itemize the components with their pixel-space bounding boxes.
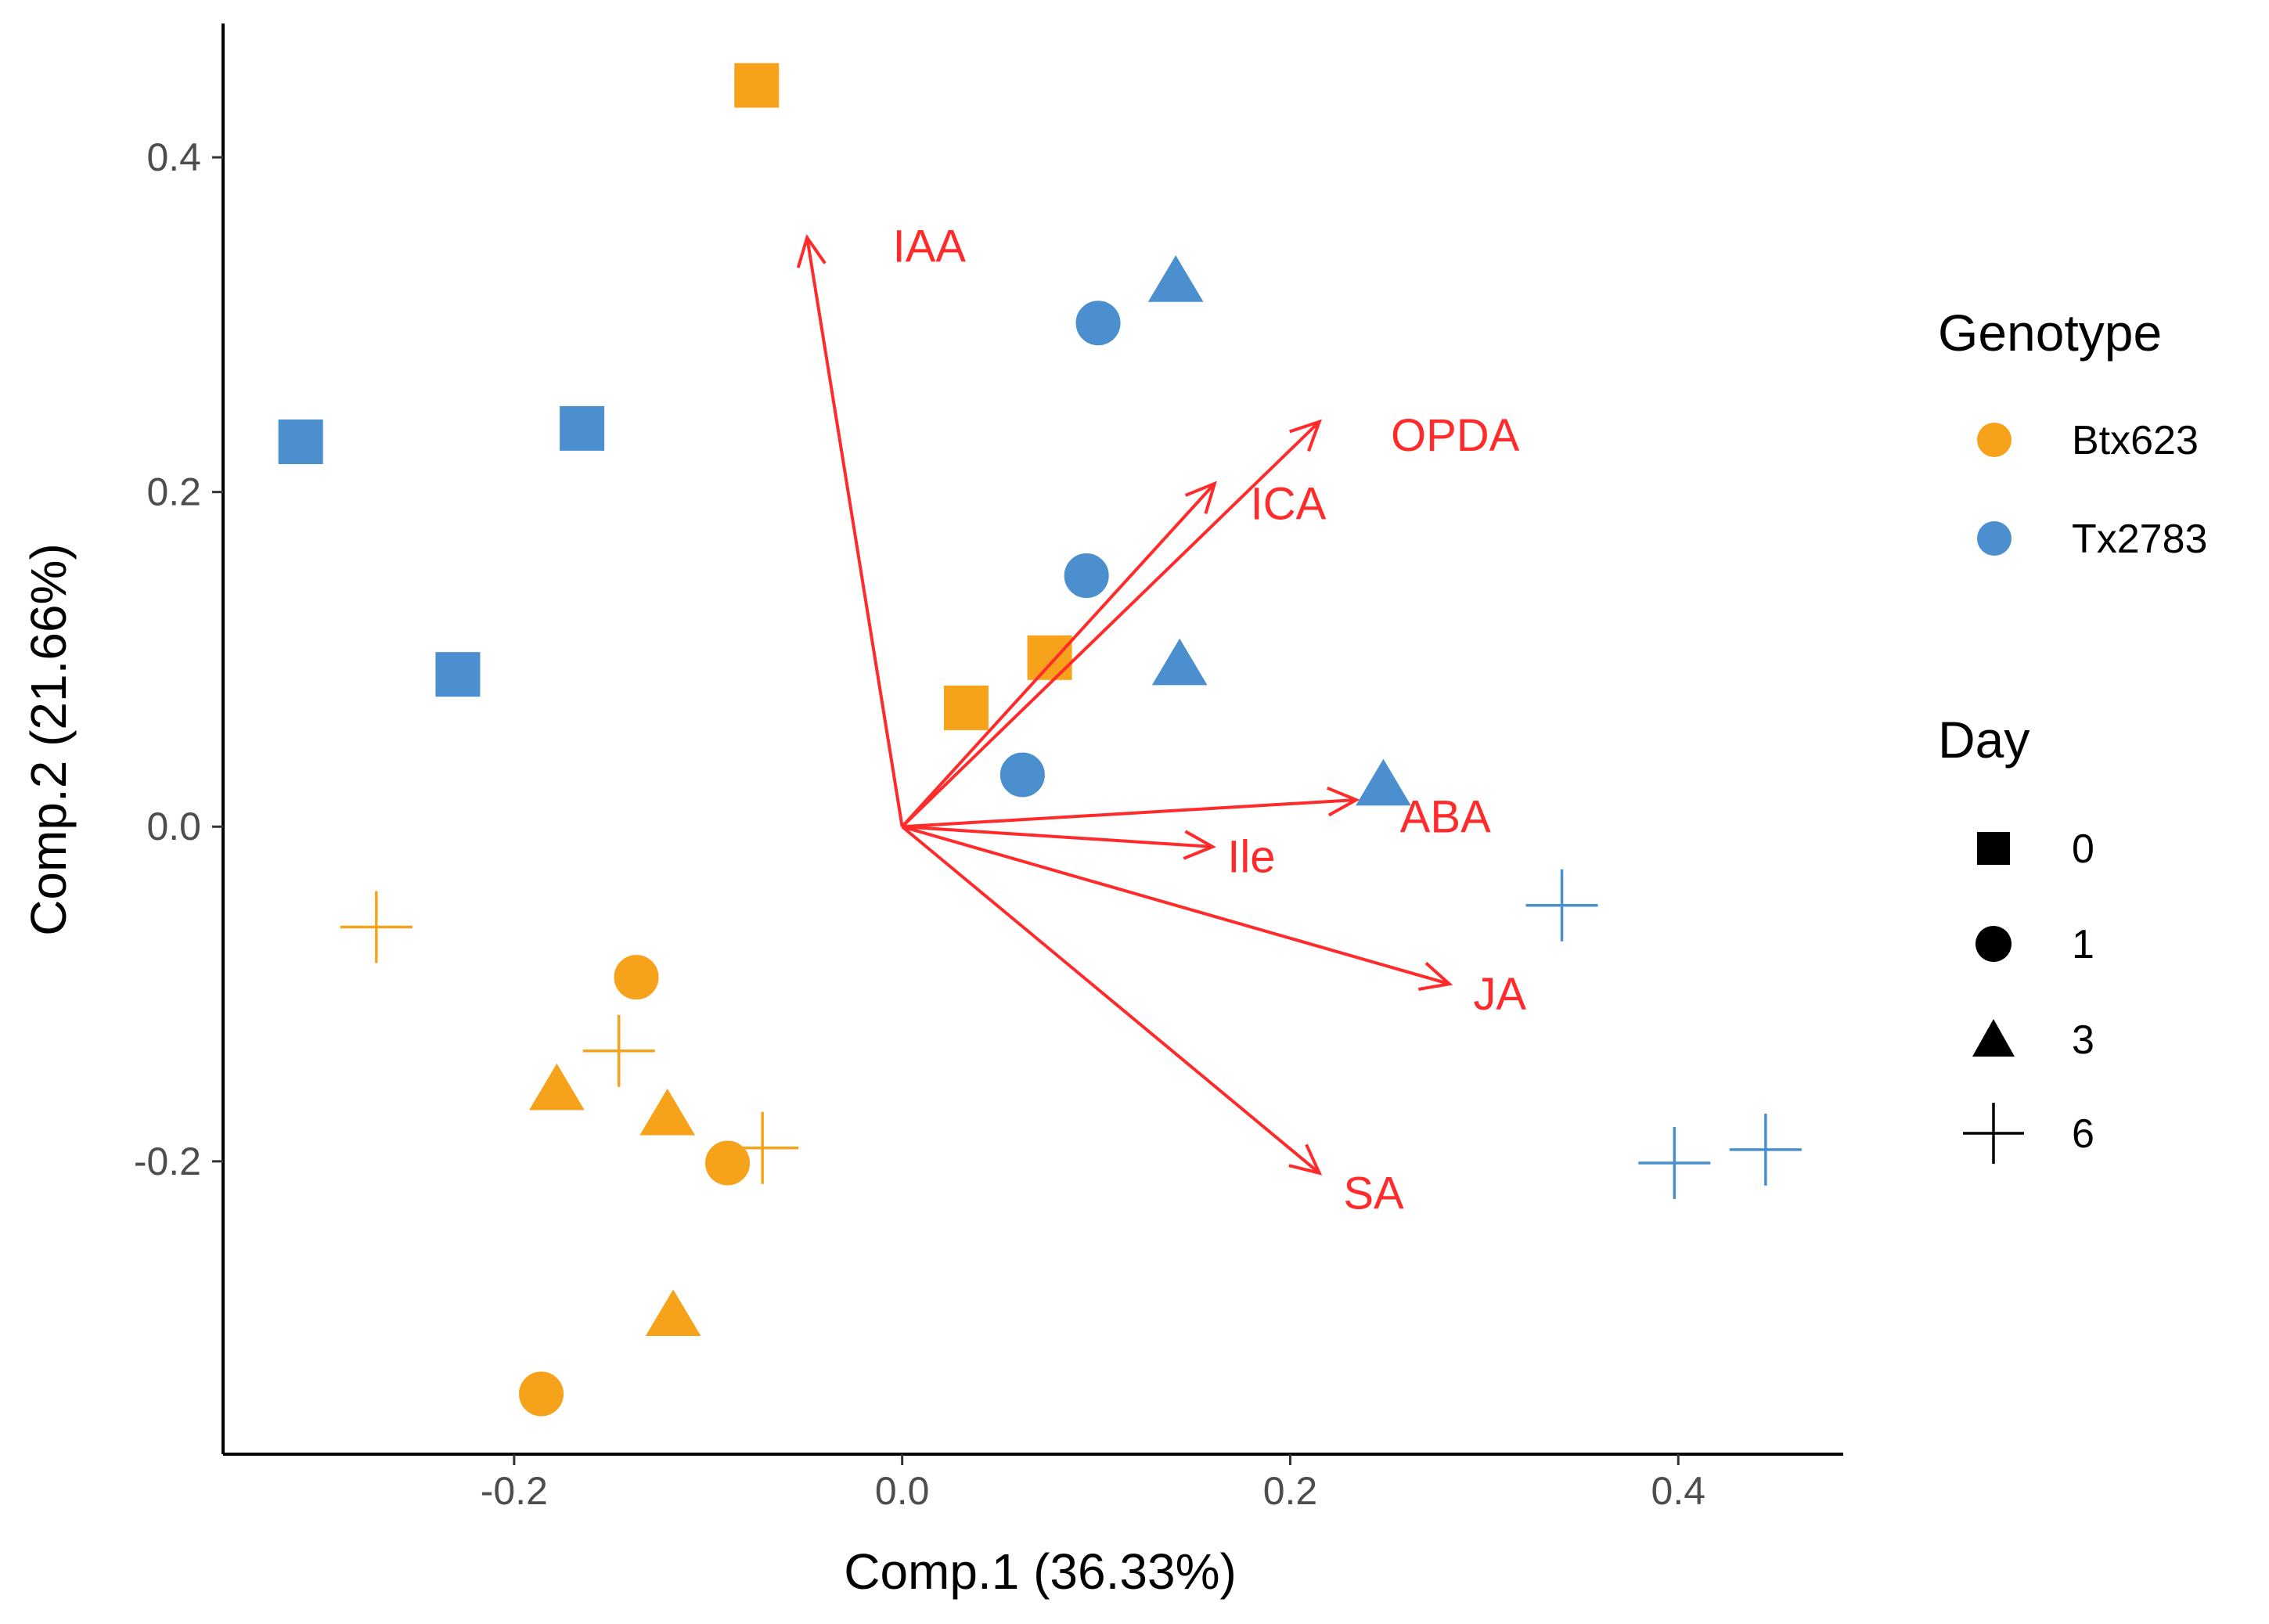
point-btx623-day-1 (611, 952, 661, 1003)
arrowhead-iaa (796, 234, 827, 268)
legend-day-0-label: 0 (2072, 826, 2094, 872)
arrowhead-ica (1184, 481, 1217, 514)
point-btx623-day-6 (726, 1111, 799, 1184)
y-tick-label: 0.2 (146, 470, 201, 514)
point-btx623-day-3 (641, 1284, 705, 1339)
legend-day: Day 0 1 3 6 (1938, 711, 2094, 1164)
legend-day-3-triangle (1972, 1019, 2015, 1057)
arrow-ica (901, 482, 1216, 828)
point-tx2783-day-1 (997, 750, 1047, 800)
arrow-label-ja: JA (1473, 969, 1526, 1020)
points-layer (276, 60, 1802, 1419)
arrow-label-sa: SA (1343, 1168, 1404, 1219)
point-btx623-day-3 (636, 1084, 700, 1138)
point-tx2783-day-0 (276, 417, 326, 467)
arrow-aba (902, 798, 1356, 829)
point-btx623-day-1 (703, 1138, 753, 1188)
legend-day-6-label: 6 (2072, 1111, 2094, 1157)
legend-genotype: Genotype Btx623 Tx2783 (1938, 304, 2207, 562)
legend-day-title: Day (1938, 711, 2029, 769)
point-tx2783-day-6 (1729, 1113, 1802, 1186)
point-btx623-day-0 (941, 682, 991, 733)
arrow-label-aba: ABA (1400, 791, 1491, 842)
point-tx2783-day-1 (1061, 551, 1111, 601)
point-btx623-day-6 (340, 891, 412, 963)
legend-day-1-circle (1975, 926, 2011, 962)
point-tx2783-day-6 (1525, 869, 1598, 942)
point-tx2783-day-3 (1144, 250, 1208, 304)
x-tick-label: 0.4 (1651, 1469, 1706, 1513)
y-tick-label: 0.4 (146, 135, 201, 179)
axes-layer: -0.2 0.0 0.2 0.4 -0.2 0.0 0.2 0.4 (134, 23, 1843, 1513)
legend-tx2783-swatch (1977, 521, 2011, 556)
point-btx623-day-6 (582, 1014, 655, 1087)
y-tick-label: -0.2 (134, 1140, 201, 1183)
point-tx2783-day-1 (1073, 298, 1123, 348)
point-btx623-day-1 (517, 1369, 567, 1419)
point-tx2783-day-0 (433, 650, 483, 700)
point-tx2783-day-6 (1638, 1126, 1711, 1199)
legend-day-3-label: 3 (2072, 1017, 2094, 1063)
arrowhead-ja (1417, 962, 1453, 991)
legend-day-0-square (1977, 832, 2010, 865)
arrowhead-ile (1183, 830, 1216, 860)
arrow-label-ica: ICA (1251, 479, 1327, 530)
arrowhead-sa (1288, 1143, 1323, 1176)
arrow-label-iaa: IAA (893, 221, 967, 272)
point-btx623-day-0 (732, 60, 782, 110)
arrow-opda (901, 420, 1321, 828)
point-tx2783-day-0 (557, 403, 607, 453)
legend-btx623-label: Btx623 (2072, 418, 2199, 463)
legend-tx2783-label: Tx2783 (2072, 517, 2207, 562)
x-axis-title: Comp.1 (36.33%) (844, 1543, 1237, 1600)
y-tick-label: 0.0 (146, 805, 201, 848)
arrowhead-aba (1327, 786, 1360, 817)
legend-genotype-title: Genotype (1938, 304, 2162, 362)
x-tick-label: 0.0 (875, 1469, 930, 1513)
point-tx2783-day-3 (1147, 633, 1212, 688)
x-tick-label: 0.2 (1263, 1469, 1318, 1513)
loading-arrows-layer: IAA OPDA ICA ABA Ile JA SA (796, 221, 1526, 1219)
arrow-iaa (805, 237, 904, 827)
point-tx2783-day-3 (1351, 754, 1416, 808)
arrow-ile (902, 825, 1213, 848)
legend-btx623-swatch (1977, 423, 2011, 457)
arrowhead-opda (1289, 419, 1322, 452)
point-btx623-day-3 (524, 1058, 589, 1113)
point-btx623-day-0 (1025, 632, 1075, 682)
arrow-sa (901, 825, 1320, 1175)
legend-day-6-plus (1963, 1103, 2024, 1164)
x-tick-label: -0.2 (481, 1469, 548, 1513)
arrow-label-ile: Ile (1227, 832, 1275, 883)
arrow-ja (902, 825, 1450, 986)
arrow-label-opda: OPDA (1391, 410, 1520, 461)
legend-day-1-label: 1 (2072, 922, 2094, 967)
y-axis-title: Comp.2 (21.66%) (20, 543, 77, 936)
